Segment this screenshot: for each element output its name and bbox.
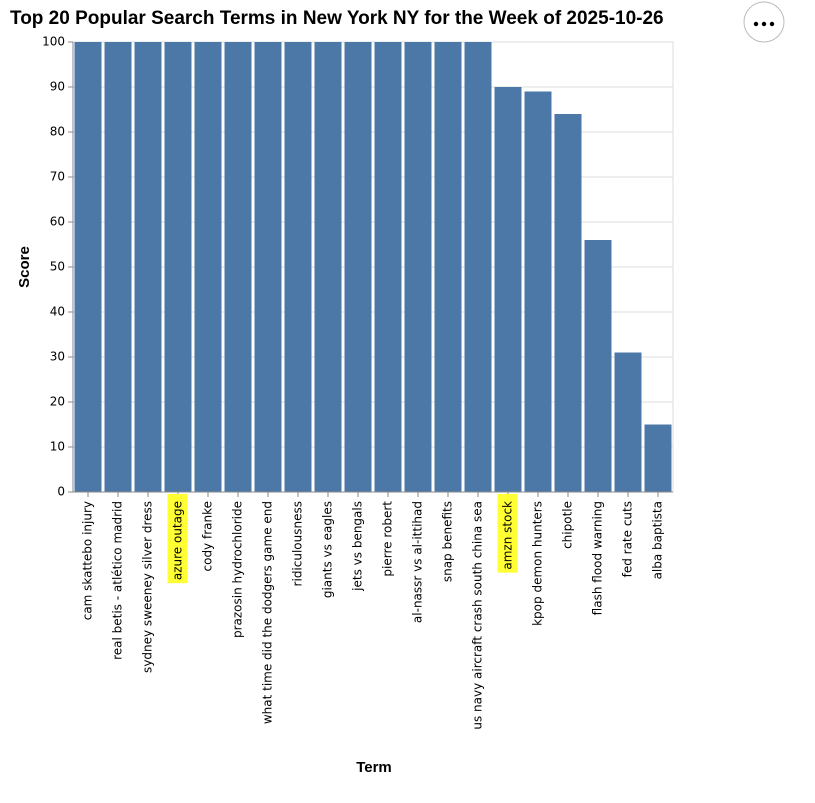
x-tick-group: flash flood warning [591,501,605,615]
x-tick-label: fed rate cuts [621,501,635,577]
label-highlight [167,494,188,584]
x-tick-label: sydney sweeney silver dress [141,501,155,673]
bar [614,352,642,492]
bar [464,42,492,492]
label-highlight [497,493,518,573]
bar [374,42,402,492]
x-axis-title: Term [356,759,392,776]
bar [314,42,342,492]
y-tick-label: 90 [50,80,65,94]
bar [134,42,162,492]
bar [644,424,672,492]
x-tick-group: sydney sweeney silver dress [141,501,155,673]
x-tick-label: cody franke [201,501,215,572]
x-tick-group: fed rate cuts [621,501,635,577]
bar [74,42,102,492]
x-tick-group: alba baptista [651,501,665,579]
x-tick-label: ridiculousness [291,501,305,586]
x-tick-label: prazosin hydrochloride [231,501,245,638]
x-tick-group: pierre robert [381,501,395,577]
x-tick-label: alba baptista [651,501,665,579]
y-tick-label: 80 [50,125,65,139]
x-tick-label: what time did the dodgers game end [261,501,275,724]
x-tick-label: jets vs bengals [351,501,365,592]
y-tick-label: 10 [50,440,65,454]
x-tick-group: chipotle [561,501,575,549]
menu-dot[interactable] [753,21,759,27]
x-tick-label: giants vs eagles [321,501,335,598]
bar [224,42,252,492]
x-tick-label: real betis - atlético madrid [111,501,125,660]
x-tick-group: jets vs bengals [351,501,365,592]
x-tick-group: us navy aircraft crash south china sea [471,501,485,730]
bar [554,114,582,492]
chart-title: Top 20 Popular Search Terms in New York … [10,8,664,29]
bar [404,42,432,492]
y-tick-label: 60 [50,215,65,229]
menu-dot[interactable] [761,21,767,27]
x-tick-label: amzn stock [501,501,515,570]
x-tick-label: pierre robert [381,501,395,577]
bar [164,42,192,492]
y-tick-label: 0 [57,485,65,499]
x-tick-group: azure outage [167,494,188,584]
bar [344,42,372,492]
y-axis-title: Score [16,246,33,288]
bar [284,42,312,492]
y-tick-label: 70 [50,170,65,184]
x-tick-group: what time did the dodgers game end [261,501,275,724]
x-tick-group: cody franke [201,501,215,572]
x-tick-label: flash flood warning [591,501,605,615]
y-tick-label: 30 [50,350,65,364]
y-tick-label: 20 [50,395,65,409]
x-tick-group: amzn stock [497,493,518,573]
y-tick-label: 100 [42,35,65,49]
menu-dot[interactable] [769,21,775,27]
y-tick-label: 50 [50,260,65,274]
x-tick-label: us navy aircraft crash south china sea [471,501,485,730]
bar [434,42,462,492]
x-tick-group: giants vs eagles [321,501,335,598]
x-tick-group: kpop demon hunters [531,501,545,626]
bar [104,42,132,492]
y-tick-label: 40 [50,305,65,319]
x-tick-group: real betis - atlético madrid [111,501,125,660]
x-tick-label: al-nassr vs al-ittihad [411,501,425,623]
x-tick-label: chipotle [561,501,575,549]
x-tick-group: al-nassr vs al-ittihad [411,501,425,623]
bar [194,42,222,492]
bar [494,87,522,492]
x-tick-label: snap benefits [441,501,455,582]
x-tick-group: snap benefits [441,501,455,582]
x-tick-label: azure outage [171,501,185,580]
x-tick-label: cam skattebo injury [81,501,95,620]
menu-button[interactable] [743,1,785,43]
x-tick-label: kpop demon hunters [531,501,545,626]
bar [254,42,282,492]
bar [524,91,552,492]
x-tick-group: cam skattebo injury [81,501,95,620]
x-tick-group: prazosin hydrochloride [231,501,245,638]
x-tick-group: ridiculousness [291,501,305,586]
bar [584,240,612,492]
